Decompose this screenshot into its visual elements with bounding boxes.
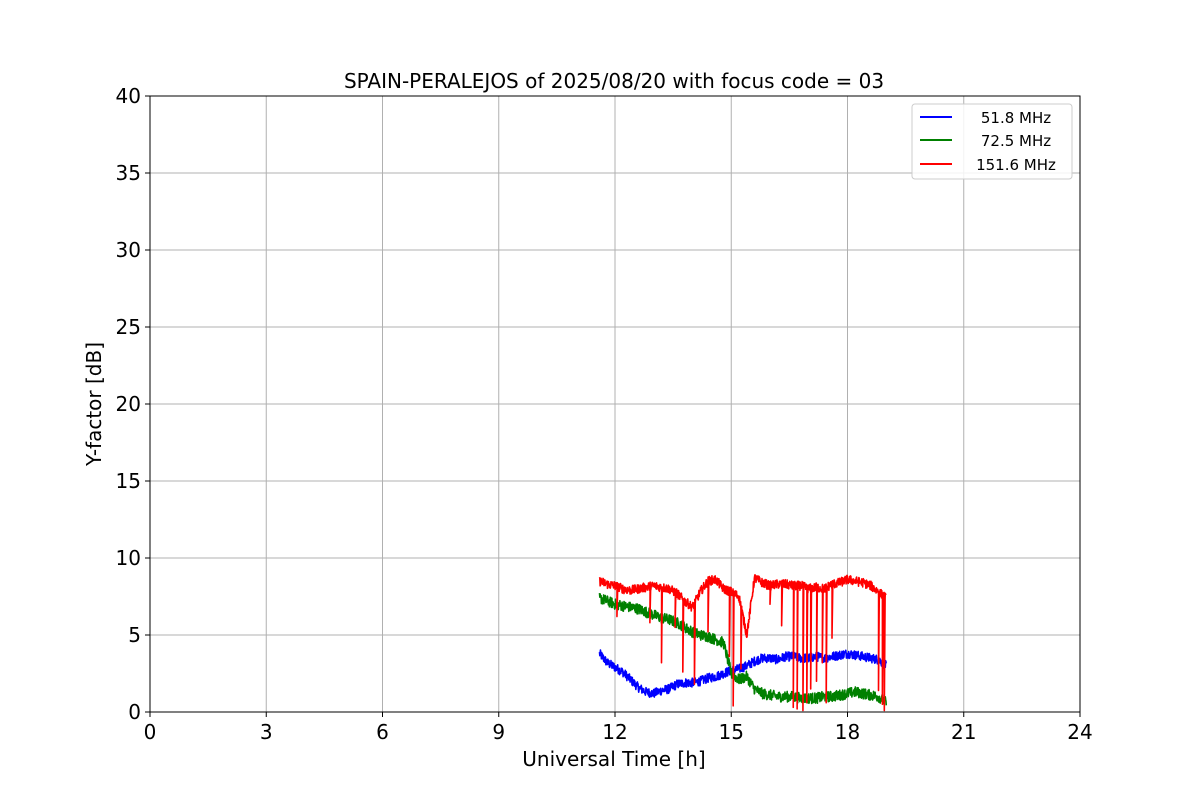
y-axis-title: Y-factor [dB] xyxy=(82,342,106,467)
y-tick-label: 40 xyxy=(116,84,141,108)
legend-box xyxy=(911,103,1073,180)
y-tick-label: 20 xyxy=(116,392,141,416)
x-axis-title: Universal Time [h] xyxy=(522,747,705,771)
series-line-151-6-mhz xyxy=(598,574,887,712)
x-tick-label: 3 xyxy=(260,720,273,744)
chart-title: SPAIN-PERALEJOS of 2025/08/20 with focus… xyxy=(344,69,884,93)
x-tick-label: 15 xyxy=(719,720,744,744)
x-tick-label: 24 xyxy=(1067,720,1092,744)
x-tick-label: 0 xyxy=(144,720,157,744)
y-tick-label: 10 xyxy=(116,546,141,570)
x-tick-label: 18 xyxy=(835,720,860,744)
x-tick-label: 6 xyxy=(376,720,389,744)
plot-series xyxy=(598,574,888,712)
y-tick-label: 15 xyxy=(116,469,141,493)
x-tick-label: 12 xyxy=(602,720,627,744)
y-tick-label: 25 xyxy=(116,315,141,339)
x-tick-label: 21 xyxy=(951,720,976,744)
legend-label-151-6: 151.6 MHz xyxy=(976,156,1056,174)
y-tick-label: 5 xyxy=(128,623,141,647)
series-line-72-5-mhz xyxy=(598,593,888,706)
y-tick-label: 35 xyxy=(116,161,141,185)
y-tick-label: 0 xyxy=(128,700,141,724)
y-axis-ticks: 0 5 10 15 20 25 30 35 40 xyxy=(116,84,150,724)
legend-label-72-5: 72.5 MHz xyxy=(981,132,1051,150)
series-line-51-8-mhz xyxy=(598,649,888,699)
legend: 51.8 MHz 72.5 MHz 151.6 MHz xyxy=(911,103,1073,180)
x-tick-label: 9 xyxy=(492,720,505,744)
y-tick-label: 30 xyxy=(116,238,141,262)
legend-label-51-8: 51.8 MHz xyxy=(981,109,1051,127)
x-axis-ticks: 0 3 6 9 12 15 18 21 24 xyxy=(144,712,1093,744)
